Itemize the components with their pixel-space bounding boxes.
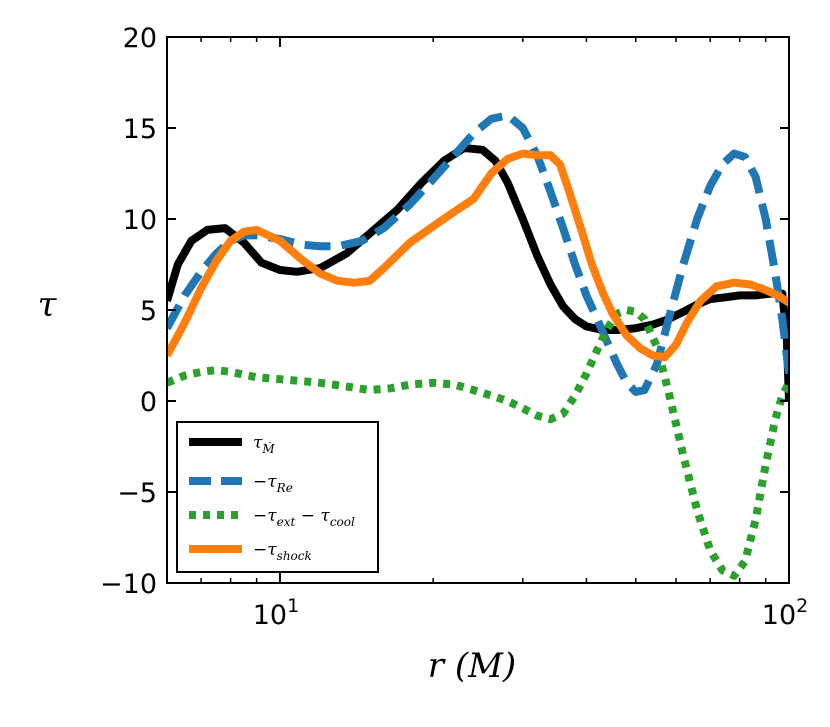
legend-label-minus_tau_ext_minus_tau_cool: −τext − τcool [253, 506, 355, 529]
series-line-minus_tau_shock [167, 149, 789, 362]
y-tick-label: −10 [100, 569, 157, 600]
legend-label-minus_tau_shock: −τshock [253, 540, 312, 563]
legend-label-tau_Mdot: τṀ [253, 433, 275, 456]
y-tick-label: −5 [117, 478, 157, 509]
y-axis-label: τ [38, 285, 58, 325]
x-axis-label: r (M) [428, 646, 516, 686]
y-tick-label: 10 [123, 205, 157, 236]
x-tick-label: 101 [253, 595, 299, 631]
y-tick-label: 5 [140, 296, 157, 327]
x-tick-label: 102 [762, 595, 808, 631]
y-tick-label: 0 [140, 387, 157, 418]
y-tick-label: 15 [123, 114, 157, 145]
ticks-layer: −10 −5 0 5 10 15 20 101 102 [100, 23, 808, 631]
series-line-tau_Mdot [167, 144, 789, 402]
series-line-minus_tau_ext_minus_tau_cool [167, 306, 789, 580]
legend: τṀ −τRe −τext − τcool −τshock [176, 421, 379, 573]
legend-label-minus_tau_Re: −τRe [253, 472, 293, 495]
legend-items: τṀ −τRe −τext − τcool −τshock [189, 433, 355, 563]
y-tick-label: 20 [123, 23, 157, 54]
series-layer [167, 111, 789, 580]
